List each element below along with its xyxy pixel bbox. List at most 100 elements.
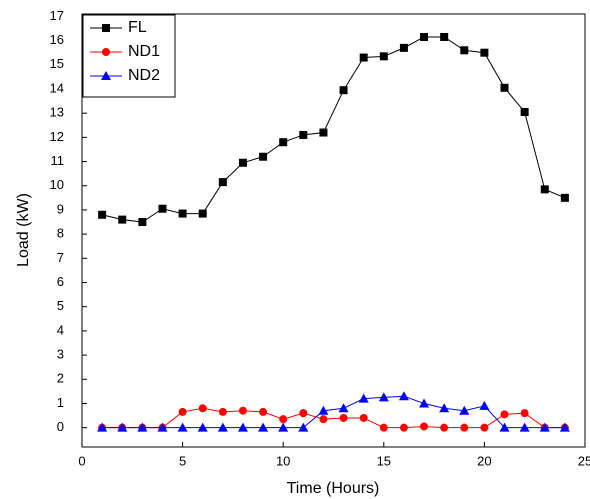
marker [440, 423, 449, 432]
marker [279, 415, 288, 424]
marker [279, 138, 288, 147]
marker [319, 415, 328, 424]
marker [339, 86, 348, 95]
legend-marker [102, 24, 110, 32]
marker [499, 422, 510, 432]
marker [178, 407, 187, 416]
marker [399, 423, 408, 432]
y-tick-label: 8 [57, 226, 64, 241]
marker [177, 422, 188, 432]
y-tick-label: 5 [57, 298, 64, 313]
legend-marker [102, 48, 110, 56]
marker [460, 46, 469, 55]
marker [359, 413, 368, 422]
marker [118, 215, 127, 224]
marker [480, 48, 489, 57]
marker [559, 422, 570, 432]
y-tick-label: 6 [57, 274, 64, 289]
marker [520, 107, 529, 116]
marker [218, 178, 227, 187]
y-tick-label: 14 [50, 80, 64, 95]
marker [178, 209, 187, 218]
marker [560, 193, 569, 202]
series-line [102, 407, 565, 429]
marker [278, 422, 289, 432]
x-tick-label: 0 [78, 453, 85, 468]
marker [440, 32, 449, 41]
y-tick-label: 17 [50, 8, 64, 23]
marker [358, 393, 369, 403]
y-tick-label: 2 [57, 371, 64, 386]
y-tick-label: 13 [50, 105, 64, 120]
marker [399, 43, 408, 52]
marker [299, 409, 308, 418]
marker [338, 403, 349, 413]
y-tick-label: 9 [57, 201, 64, 216]
marker [420, 32, 429, 41]
marker [237, 422, 248, 432]
marker [298, 422, 309, 432]
y-tick-label: 10 [50, 177, 64, 192]
marker [97, 422, 108, 432]
marker [519, 422, 530, 432]
legend-box [82, 14, 176, 98]
marker [359, 53, 368, 62]
marker [378, 392, 389, 402]
x-tick-label: 20 [477, 453, 491, 468]
y-tick-label: 0 [57, 419, 64, 434]
marker [318, 405, 329, 415]
x-axis-label: Time (Hours) [287, 480, 380, 497]
marker [197, 422, 208, 432]
legend-label: ND1 [128, 43, 160, 60]
marker [158, 204, 167, 213]
marker [480, 423, 489, 432]
x-tick-label: 5 [179, 453, 186, 468]
marker [540, 185, 549, 194]
marker [259, 407, 268, 416]
marker [439, 403, 450, 413]
marker [238, 158, 247, 167]
marker [259, 152, 268, 161]
marker [500, 410, 509, 419]
marker [419, 398, 430, 408]
y-axis-label: Load (kW) [15, 193, 32, 267]
marker [138, 218, 147, 227]
marker [217, 422, 228, 432]
marker [198, 404, 207, 413]
marker [500, 83, 509, 92]
y-tick-label: 11 [51, 153, 65, 168]
marker [137, 422, 148, 432]
plot-frame [81, 13, 586, 448]
marker [379, 423, 388, 432]
marker [520, 409, 529, 418]
series-line [102, 395, 565, 429]
y-tick-label: 12 [50, 129, 64, 144]
marker [117, 422, 128, 432]
y-tick-label: 7 [57, 250, 64, 265]
marker [420, 422, 429, 431]
y-tick-label: 15 [50, 56, 64, 71]
x-tick-label: 25 [578, 453, 590, 468]
legend-label: ND2 [128, 67, 160, 84]
marker [299, 130, 308, 139]
marker [98, 210, 107, 219]
marker [339, 413, 348, 422]
marker [238, 406, 247, 415]
marker [379, 52, 388, 61]
x-tick-label: 15 [377, 453, 391, 468]
marker [398, 391, 409, 401]
y-tick-label: 16 [50, 32, 64, 47]
marker [479, 400, 490, 410]
marker [258, 422, 269, 432]
marker [319, 128, 328, 137]
y-tick-label: 1 [57, 395, 64, 410]
x-tick-label: 10 [276, 453, 290, 468]
legend-label: FL [128, 19, 147, 36]
y-tick-label: 4 [57, 322, 64, 337]
marker [218, 407, 227, 416]
marker [459, 405, 470, 415]
marker [539, 422, 550, 432]
y-tick-label: 3 [57, 347, 64, 362]
marker [460, 423, 469, 432]
